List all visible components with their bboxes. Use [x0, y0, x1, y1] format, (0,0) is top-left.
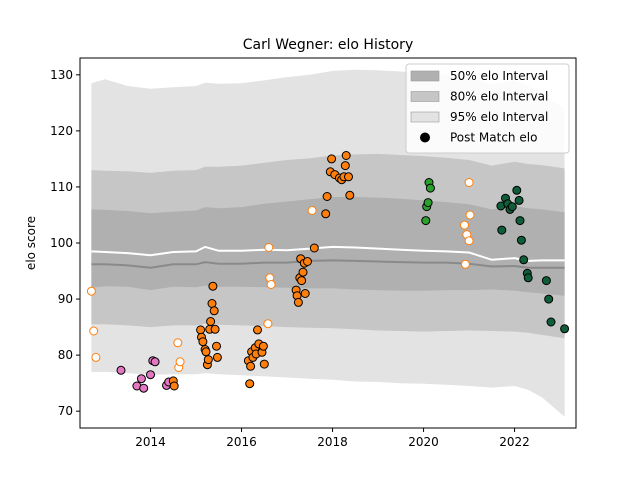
data-point — [345, 190, 355, 200]
x-tick-label: 2022 — [499, 435, 530, 449]
y-tick-label: 90 — [58, 292, 73, 306]
data-point — [86, 286, 96, 296]
interval-lines — [91, 245, 565, 269]
data-point — [175, 357, 185, 367]
legend-marker — [420, 132, 430, 143]
data-point — [245, 379, 255, 389]
data-point — [340, 161, 350, 171]
data-point — [560, 324, 570, 334]
mean-line — [91, 245, 565, 262]
data-point — [464, 178, 474, 187]
data-point — [212, 341, 221, 351]
data-point — [201, 347, 211, 357]
data-point — [321, 209, 331, 219]
data-point — [203, 355, 213, 365]
data-point — [169, 381, 179, 391]
data-point — [206, 317, 216, 326]
legend-label: 80% elo Interval — [450, 90, 548, 104]
y-tick-label: 110 — [50, 180, 73, 194]
data-point — [293, 297, 303, 307]
data-point — [421, 216, 431, 226]
legend-label: 50% elo Interval — [450, 69, 548, 83]
data-point — [210, 324, 220, 334]
y-tick-label: 100 — [50, 236, 73, 250]
y-axis-label: elo score — [24, 216, 38, 270]
legend-box — [405, 63, 570, 154]
data-point — [116, 365, 126, 375]
data-point — [209, 306, 219, 316]
data-point — [344, 172, 353, 182]
post-match-points — [86, 151, 570, 393]
data-point — [207, 299, 217, 308]
data-point — [519, 255, 529, 265]
data-point — [266, 280, 276, 289]
data-point — [341, 151, 351, 160]
data-point — [198, 337, 208, 347]
chart-title: Carl Wegner: elo History — [243, 37, 413, 53]
data-point — [465, 210, 475, 220]
y-tick-label: 120 — [50, 124, 73, 138]
data-point — [307, 206, 317, 215]
data-point — [146, 370, 155, 380]
x-tick-label: 2020 — [408, 435, 439, 449]
data-point — [89, 326, 99, 336]
data-point — [544, 294, 554, 304]
data-point — [303, 257, 312, 266]
y-tick-label: 80 — [58, 348, 73, 362]
data-point — [507, 202, 517, 212]
median-line — [91, 259, 565, 269]
data-point — [253, 325, 262, 335]
data-point — [208, 281, 218, 291]
data-point — [512, 185, 522, 195]
data-point — [460, 259, 470, 269]
x-tick-label: 2018 — [317, 435, 348, 449]
data-point — [514, 195, 524, 205]
data-point — [212, 352, 222, 362]
data-point — [541, 276, 551, 286]
data-point — [264, 243, 274, 252]
data-point — [259, 359, 269, 369]
plot-area — [79, 57, 577, 429]
legend-swatch — [410, 91, 440, 102]
data-point — [515, 216, 525, 226]
data-point — [258, 341, 268, 351]
legend-swatch — [410, 111, 440, 123]
data-point — [523, 273, 533, 283]
data-point — [425, 183, 435, 193]
data-point — [309, 243, 319, 253]
x-tick-label: 2016 — [226, 435, 257, 449]
data-point — [136, 374, 146, 384]
data-point — [298, 267, 308, 277]
y-tick-label: 130 — [50, 68, 73, 82]
legend-label: 95% elo Interval — [450, 110, 548, 124]
data-point — [91, 352, 101, 362]
data-point — [322, 192, 332, 201]
data-point — [246, 361, 256, 371]
legend-swatch — [410, 70, 440, 82]
data-point — [297, 276, 307, 286]
data-point — [150, 357, 160, 367]
data-point — [263, 319, 273, 329]
legend: 50% elo Interval 80% elo Interval 95% elo … — [405, 63, 570, 154]
data-point — [196, 325, 206, 335]
data-point — [327, 154, 337, 164]
y-tick-label: 70 — [58, 404, 73, 418]
data-point — [497, 225, 507, 235]
data-point — [516, 235, 526, 245]
data-point — [173, 338, 183, 348]
legend-label: Post Match elo — [450, 131, 537, 145]
data-point — [300, 289, 310, 298]
x-axis-ticks: 2014 2016 2018 2020 2022 — [135, 428, 530, 449]
data-point — [460, 220, 469, 230]
data-point — [139, 383, 149, 393]
data-point — [464, 236, 474, 246]
y-axis-ticks: 70 80 90 100 110 120 130 — [50, 68, 80, 418]
x-tick-label: 2014 — [135, 435, 166, 449]
data-point — [546, 317, 556, 327]
data-point — [423, 198, 433, 208]
